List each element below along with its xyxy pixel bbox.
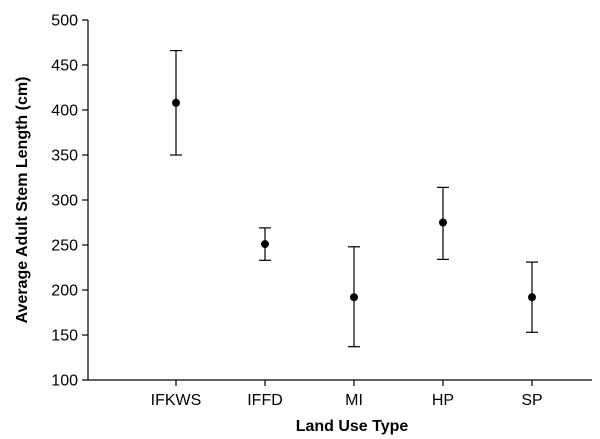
x-tick-label: IFFD — [247, 392, 283, 409]
x-axis-title: Land Use Type — [296, 418, 409, 435]
y-tick-label: 100 — [51, 373, 78, 390]
data-point — [172, 98, 180, 107]
y-tick-label: 350 — [51, 148, 78, 165]
data-point — [350, 293, 358, 302]
y-tick-label: 150 — [51, 328, 78, 345]
data-point — [439, 218, 447, 227]
plot-area: 100 150 200 250 300 350 400 450 500 IFKWS IFFD MI HP… — [51, 13, 592, 409]
y-axis-title: Average Adult Stem Length (cm) — [14, 77, 31, 324]
y-tick-label: 200 — [51, 283, 78, 300]
y-tick-label: 500 — [51, 13, 78, 30]
x-tick-label: HP — [432, 392, 454, 409]
x-tick-label: SP — [521, 392, 542, 409]
x-tick-label: MI — [345, 392, 363, 409]
y-tick-label: 300 — [51, 193, 78, 210]
y-tick-label: 400 — [51, 103, 78, 120]
y-tick-label: 450 — [51, 58, 78, 75]
data-point — [528, 293, 536, 302]
x-tick-label: IFKWS — [151, 392, 202, 409]
data-point — [261, 240, 269, 249]
y-tick-label: 250 — [51, 238, 78, 255]
